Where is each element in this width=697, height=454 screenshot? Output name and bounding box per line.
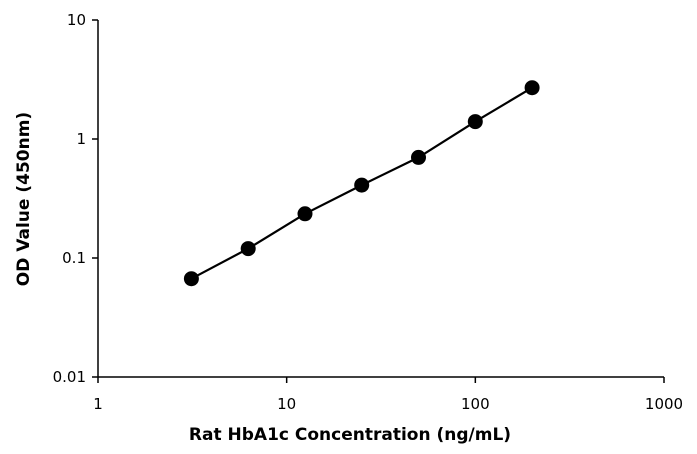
x-tick-label: 1 [93, 395, 103, 413]
y-tick-label: 10 [67, 11, 86, 29]
x-tick-label: 10 [277, 395, 296, 413]
y-tick-label: 0.01 [53, 368, 86, 386]
data-points [183, 80, 540, 287]
data-point [467, 114, 483, 130]
axes [97, 20, 664, 378]
data-point [411, 149, 426, 165]
data-point [183, 271, 199, 287]
data-point [354, 177, 370, 193]
x-tick-label: 100 [461, 395, 490, 413]
y-tick-label: 0.1 [62, 249, 86, 267]
y-ticks: 0.01 0.1 1 10 [53, 11, 98, 386]
y-axis-title: OD Value (450nm) [14, 112, 34, 286]
x-tick-label: 1000 [645, 395, 683, 413]
data-point [240, 241, 256, 257]
data-point [524, 80, 540, 96]
x-axis-title: Rat HbA1c Concentration (ng/mL) [189, 425, 511, 445]
y-tick-label: 1 [76, 130, 86, 148]
data-point [297, 206, 313, 222]
plot-area [183, 80, 540, 287]
x-ticks: 1 10 100 1000 [93, 377, 683, 413]
